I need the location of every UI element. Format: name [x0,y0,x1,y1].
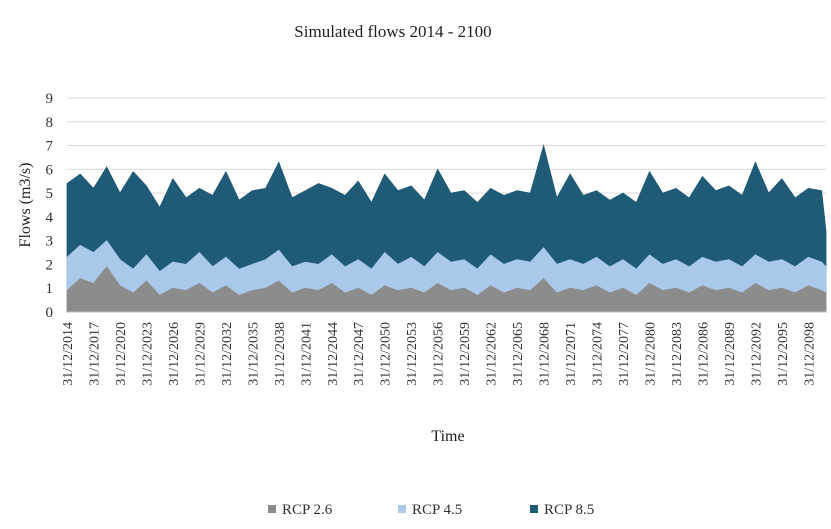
x-tick-label: 31/12/2032 [220,322,235,386]
x-tick-label: 31/12/2014 [61,322,76,386]
x-tick-label: 31/12/2071 [564,322,579,386]
x-tick-label: 31/12/2065 [511,322,526,386]
x-axis-label: Time [431,428,464,445]
series-rcp-2-6-area [66,266,827,313]
y-axis-label: Flows (m3/s) [17,163,34,248]
y-tick-label: 1 [46,281,54,297]
x-tick-label: 31/12/2026 [167,322,182,386]
y-tick-label: 6 [46,162,54,178]
y-tick-label: 7 [46,139,54,155]
x-tick-label: 31/12/2062 [485,322,500,386]
y-tick-label: 4 [46,210,54,226]
y-tick-label: 0 [46,305,54,321]
y-tick-label: 5 [46,186,54,202]
legend-swatch-rcp-4-5 [398,505,406,513]
x-tick-label: 31/12/2041 [299,322,314,386]
x-tick-label: 31/12/2089 [723,322,738,386]
x-tick-label: 31/12/2086 [696,322,711,386]
y-tick-label: 8 [46,115,54,131]
x-tick-label: 31/12/2047 [352,322,367,386]
x-tick-label: 31/12/2023 [140,322,155,386]
x-tick-label: 31/12/2068 [538,322,553,386]
x-tick-label: 31/12/2095 [776,322,791,386]
x-tick-label: 31/12/2080 [644,322,659,386]
x-tick-label: 31/12/2029 [193,322,208,386]
x-tick-label: 31/12/2092 [749,322,764,386]
x-tick-label: 31/12/2074 [591,322,606,386]
legend-label-rcp-8-5: RCP 8.5 [544,502,594,518]
y-axis-ticks: 0 1 2 3 4 5 6 7 8 9 [46,91,54,321]
legend-swatch-rcp-2-6 [268,505,276,513]
legend: RCP 2.6 RCP 4.5 RCP 8.5 [268,502,594,518]
x-tick-label: 31/12/2056 [432,322,447,386]
y-tick-label: 9 [46,91,54,107]
chart-title: Simulated flows 2014 - 2100 [294,22,491,41]
x-tick-label: 31/12/2083 [670,322,685,386]
x-tick-label: 31/12/2050 [379,322,394,386]
x-tick-label: 31/12/2035 [246,322,261,386]
x-tick-label: 31/12/2059 [458,322,473,386]
x-tick-label: 31/12/2017 [88,322,103,386]
legend-swatch-rcp-8-5 [530,505,538,513]
legend-label-rcp-4-5: RCP 4.5 [412,502,462,518]
plot-area [66,144,827,313]
x-tick-label: 31/12/2053 [405,322,420,386]
x-tick-label: 31/12/2020 [114,322,129,386]
y-tick-label: 3 [46,234,54,250]
x-tick-label: 31/12/2098 [802,322,817,386]
x-tick-label: 31/12/2044 [326,322,341,386]
x-axis-ticks: 31/12/2014 31/12/2017 31/12/2020 31/12/2023… [61,322,817,386]
x-tick-label: 31/12/2077 [617,322,632,386]
y-tick-label: 2 [46,257,54,273]
x-tick-label: 31/12/2038 [273,322,288,386]
legend-label-rcp-2-6: RCP 2.6 [282,502,333,518]
